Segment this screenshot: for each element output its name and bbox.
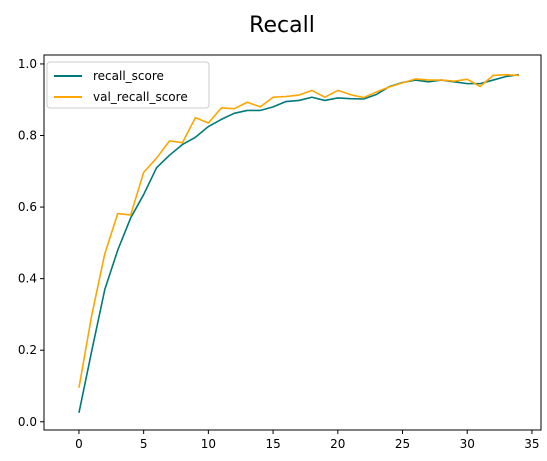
x-axis-ticks: 0 5 10 15 20 25 30 35 <box>75 430 540 451</box>
series-line-recall-score <box>78 73 520 413</box>
x-tick-label: 30 <box>460 437 475 451</box>
x-tick-label: 25 <box>395 437 410 451</box>
x-tick-label: 0 <box>75 437 83 451</box>
x-tick-label: 5 <box>140 437 148 451</box>
legend-box <box>46 61 210 109</box>
y-tick-label: 0.6 <box>18 200 37 214</box>
legend: recall_score val_recall_score <box>46 61 210 109</box>
y-tick-label: 0.2 <box>18 343 37 357</box>
legend-label-recall-score: recall_score <box>93 69 164 83</box>
chart-title: Recall <box>249 13 315 38</box>
axes-frame <box>43 54 542 431</box>
x-tick-label: 35 <box>524 437 539 451</box>
y-tick-label: 0.4 <box>18 272 37 286</box>
plot-lines <box>78 73 520 413</box>
x-tick-label: 15 <box>265 437 280 451</box>
legend-label-val-recall-score: val_recall_score <box>93 90 188 104</box>
x-tick-label: 10 <box>201 437 216 451</box>
x-tick-label: 20 <box>330 437 345 451</box>
y-axis-ticks: 0.0 0.2 0.4 0.6 0.8 1.0 <box>18 57 44 429</box>
y-tick-label: 0.8 <box>18 129 37 143</box>
y-tick-label: 0.0 <box>18 415 37 429</box>
series-line-val-recall-score <box>78 73 520 388</box>
y-tick-label: 1.0 <box>18 57 37 71</box>
